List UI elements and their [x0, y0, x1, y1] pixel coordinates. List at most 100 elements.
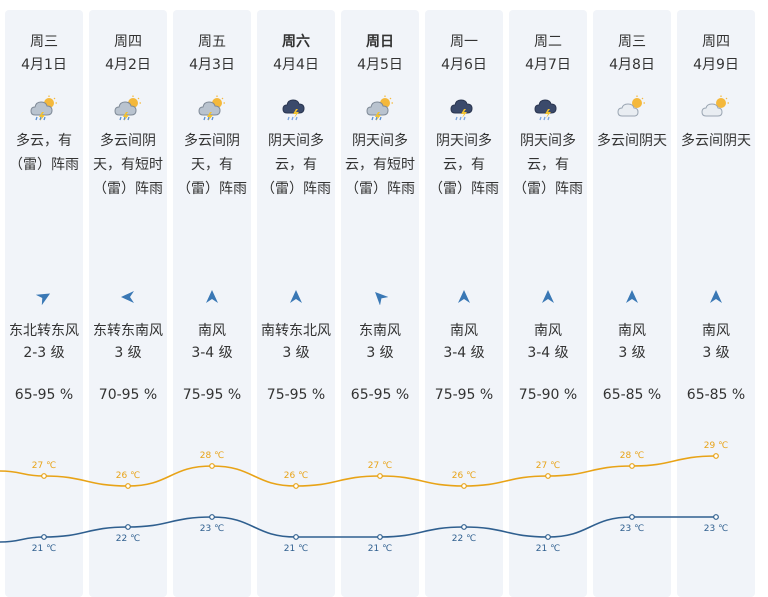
- thunderstorm-icon: [449, 95, 479, 121]
- description-line: （雷）阵雨: [345, 181, 415, 197]
- humidity: 65-85 %: [686, 387, 746, 403]
- weather-description: 多云间阴天: [674, 129, 758, 153]
- high-temp-label: 27 ℃: [32, 461, 56, 471]
- description-line: 阴天间多: [520, 133, 576, 149]
- high-temp-label: 27 ℃: [536, 461, 560, 471]
- wind-level: 3-4 级: [443, 345, 485, 361]
- low-temp-point: [713, 514, 719, 520]
- date-label: 4月5日: [357, 57, 403, 73]
- low-temp-point: [545, 534, 551, 540]
- description-line: 云，有: [275, 157, 317, 173]
- humidity: 75-95 %: [434, 387, 494, 403]
- wind-level: 3-4 级: [527, 345, 569, 361]
- description-line: 云，有: [527, 157, 569, 173]
- description-line: 阴天间多: [268, 133, 324, 149]
- low-temp-point: [41, 534, 47, 540]
- date-label: 4月9日: [693, 57, 739, 73]
- weather-description: 阴天间多 云，有短时 （雷）阵雨: [338, 129, 422, 201]
- wind-direction-arrow-icon: [35, 289, 52, 306]
- description-line: 多云间阴天: [681, 133, 751, 149]
- description-line: （雷）阵雨: [261, 181, 331, 197]
- weather-description: 多云间阴天: [590, 129, 674, 153]
- high-temp-label: 26 ℃: [284, 471, 308, 481]
- description-line: （雷）阵雨: [429, 181, 499, 197]
- low-temp-point: [461, 524, 467, 530]
- weekday-label: 周六: [282, 34, 310, 50]
- weather-description: 阴天间多云，有 （雷）阵雨: [506, 129, 590, 201]
- description-line: （雷）阵雨: [9, 157, 79, 173]
- low-temp-label: 21 ℃: [368, 544, 392, 554]
- low-temp-point: [377, 534, 383, 540]
- description-line: （雷）阵雨: [513, 181, 583, 197]
- wind-level: 3 级: [366, 345, 394, 361]
- high-temp-point: [125, 483, 131, 489]
- wind-direction-arrow-icon: [204, 289, 220, 305]
- wind-level: 3-4 级: [191, 345, 233, 361]
- wind-direction-arrow-icon: [708, 289, 724, 305]
- date-label: 4月6日: [441, 57, 487, 73]
- description-line: 天，有: [191, 157, 233, 173]
- high-temp-point: [377, 473, 383, 479]
- high-temp-label: 27 ℃: [368, 461, 392, 471]
- high-temp-point: [41, 473, 47, 479]
- weather-description: 多云间阴 天，有短时 （雷）阵雨: [86, 129, 170, 201]
- description-line: 天，有短时: [93, 157, 163, 173]
- thunderstorm-icon: [281, 95, 311, 121]
- wind-level: 2-3 级: [23, 345, 65, 361]
- weather-description: 阴天间多云，有 （雷）阵雨: [254, 129, 338, 201]
- wind-direction-arrow-icon: [540, 289, 556, 305]
- description-line: 多云，有: [16, 133, 72, 149]
- wind-direction: 南风: [198, 323, 226, 339]
- wind-direction: 南风: [534, 323, 562, 339]
- low-temp-label: 21 ℃: [536, 544, 560, 554]
- humidity: 75-90 %: [518, 387, 578, 403]
- weather-description: 多云间阴 天，有 （雷）阵雨: [170, 129, 254, 201]
- humidity: 75-95 %: [182, 387, 242, 403]
- high-temp-label: 26 ℃: [116, 471, 140, 481]
- humidity: 70-95 %: [98, 387, 158, 403]
- description-line: 多云间阴: [100, 133, 156, 149]
- wind-direction: 东北转东风: [9, 323, 79, 339]
- description-line: 云，有: [443, 157, 485, 173]
- humidity: 65-95 %: [14, 387, 74, 403]
- date-label: 4月2日: [105, 57, 151, 73]
- high-temp-point: [209, 463, 215, 469]
- weekday-label: 周五: [198, 34, 226, 50]
- humidity: 65-95 %: [350, 387, 410, 403]
- weekday-label: 周三: [30, 34, 58, 50]
- high-temp-point: [713, 453, 719, 459]
- high-temp-label: 28 ℃: [620, 451, 644, 461]
- cloud-sun-rain-icon: [29, 95, 59, 121]
- description-line: 多云间阴天: [597, 133, 667, 149]
- low-temp-label: 22 ℃: [452, 534, 476, 544]
- humidity: 65-85 %: [602, 387, 662, 403]
- wind-direction-arrow-icon: [456, 289, 472, 305]
- wind-direction: 东转东南风: [93, 323, 163, 339]
- wind-direction-arrow-icon: [372, 289, 389, 306]
- cloud-sun-rain-icon: [197, 95, 227, 121]
- date-label: 4月4日: [273, 57, 319, 73]
- humidity: 75-95 %: [266, 387, 326, 403]
- date-label: 4月1日: [21, 57, 67, 73]
- wind-level: 3 级: [618, 345, 646, 361]
- high-temp-line: [0, 455, 717, 487]
- cloud-sun-rain-icon: [365, 95, 395, 121]
- wind-direction: 南风: [450, 323, 478, 339]
- high-temp-point: [461, 483, 467, 489]
- weekday-label: 周日: [366, 34, 394, 50]
- low-temp-label: 23 ℃: [704, 524, 728, 534]
- thunderstorm-icon: [533, 95, 563, 121]
- high-temp-label: 26 ℃: [452, 471, 476, 481]
- wind-direction: 南风: [702, 323, 730, 339]
- weather-description: 阴天间多 云，有 （雷）阵雨: [422, 129, 506, 201]
- weather-description: 多云，有 （雷）阵雨: [2, 129, 86, 177]
- low-temp-point: [629, 514, 635, 520]
- wind-level: 3 级: [282, 345, 310, 361]
- high-temp-point: [629, 463, 635, 469]
- weekday-label: 周二: [534, 34, 562, 50]
- low-temp-label: 23 ℃: [200, 524, 224, 534]
- wind-direction: 东南风: [359, 323, 401, 339]
- high-temp-point: [293, 483, 299, 489]
- low-temp-line: [0, 516, 716, 543]
